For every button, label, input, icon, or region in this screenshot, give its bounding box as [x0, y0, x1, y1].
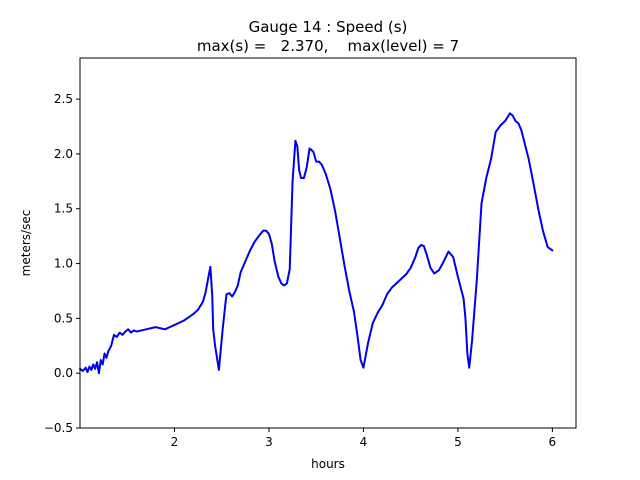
series-layer: [79, 112, 554, 375]
x-tick-label: 4: [360, 435, 368, 449]
x-tick-label: 6: [549, 435, 557, 449]
chart-subtitle: max(s) = 2.370, max(level) = 7: [197, 37, 459, 55]
y-tick-label: 2.0: [54, 147, 73, 161]
chart-title: Gauge 14 : Speed (s): [249, 18, 408, 36]
y-tick-label: −0.5: [44, 421, 73, 435]
x-axis-label: hours: [311, 457, 345, 471]
y-tick-label: 2.5: [54, 92, 73, 106]
plot-background: [80, 58, 576, 428]
x-tick-label: 3: [265, 435, 273, 449]
x-axis: 2 3 4 5 6: [171, 428, 557, 449]
y-tick-label: 0.5: [54, 311, 73, 325]
plot-area: [79, 57, 577, 429]
y-tick-label: 1.5: [54, 202, 73, 216]
plot-frame: [79, 57, 577, 429]
x-tick-label: 2: [171, 435, 179, 449]
y-axis-label: meters/sec: [19, 210, 33, 277]
y-tick-label: 1.0: [54, 257, 73, 271]
y-tick-label: 0.0: [54, 366, 73, 380]
series-line-0: [79, 112, 554, 375]
y-axis: −0.5 0.0 0.5 1.0 1.5 2.0 2.5: [44, 92, 80, 435]
x-tick-label: 5: [454, 435, 462, 449]
